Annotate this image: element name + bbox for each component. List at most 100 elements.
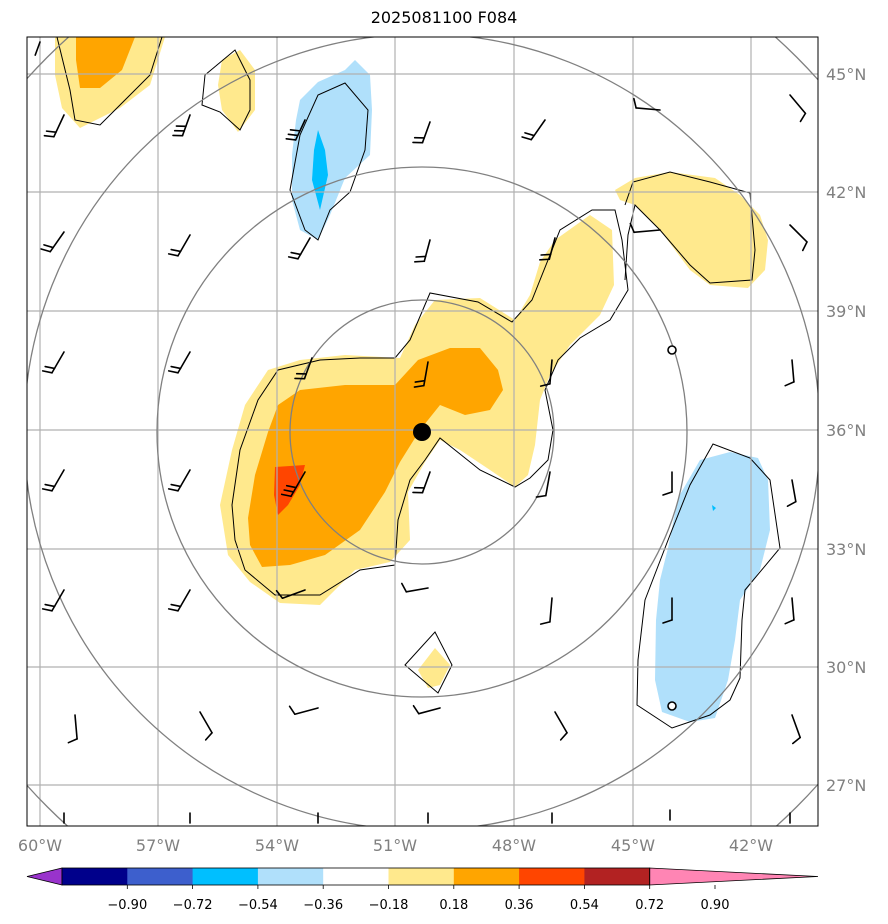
wind-barb <box>167 234 191 257</box>
positive-anomaly-area <box>418 648 450 688</box>
wind-barb <box>43 114 65 138</box>
latitude-label: 36°N <box>826 421 866 440</box>
latitude-label: 39°N <box>826 302 866 321</box>
wind-barb <box>294 357 313 380</box>
latitude-label: 42°N <box>826 183 866 202</box>
wind-barb <box>40 231 65 253</box>
contour-line <box>201 49 251 131</box>
colorbar-label: 0.90 <box>701 898 730 913</box>
wind-barb <box>791 714 802 745</box>
colorbar-swatch <box>127 868 194 885</box>
colorbar-label: 0.72 <box>635 898 664 913</box>
wind-barb <box>521 119 546 141</box>
colorbar-label: −0.36 <box>303 898 343 913</box>
wind-barb <box>41 469 65 492</box>
wind-barb <box>167 469 191 492</box>
colorbar-extend-min <box>26 867 63 886</box>
wind-barb <box>539 597 553 625</box>
graticule <box>27 37 818 826</box>
wind-barb <box>662 471 673 496</box>
wind-barb <box>288 705 319 716</box>
colorbar-swatch <box>453 868 520 885</box>
colorbar-extend-max <box>649 867 819 886</box>
wind-barb <box>784 597 795 625</box>
longitude-label: 42°W <box>729 836 773 855</box>
colorbar-label: −0.72 <box>173 898 213 913</box>
wind-barb <box>412 121 431 144</box>
wind-barb <box>275 589 306 600</box>
range-ring-2 <box>156 166 688 698</box>
wind-barb <box>539 237 556 261</box>
wind-barb <box>789 224 808 252</box>
colorbar-swatch <box>519 868 585 885</box>
longitude-label: 54°W <box>255 836 299 855</box>
latitude-label: 30°N <box>826 658 866 677</box>
positive-anomaly-area <box>218 50 255 132</box>
colorbar-swatch <box>584 868 651 885</box>
wind-barb <box>67 714 78 744</box>
wind-barb <box>280 471 306 498</box>
contour-line <box>636 443 781 729</box>
wind-barb <box>287 237 311 260</box>
colorbar-swatch <box>388 868 455 885</box>
wind-barb <box>554 711 568 741</box>
contour-line <box>404 631 453 694</box>
wind-barb <box>535 471 551 498</box>
wind-barb <box>199 711 213 741</box>
colorbar-swatch <box>323 868 389 885</box>
longitude-label: 57°W <box>136 836 180 855</box>
wind-barbs <box>34 41 808 824</box>
longitude-label: 48°W <box>492 836 536 855</box>
latitude-label: 45°N <box>826 65 866 84</box>
axis-labels: 60°W 57°W 54°W 51°W 48°W 45°W 42°W 45°N 42°N 39°N… <box>18 65 866 855</box>
calm-wind-marker <box>667 345 677 355</box>
range-ring-1 <box>289 299 555 565</box>
wind-barb <box>786 479 797 507</box>
wind-barb <box>789 94 807 123</box>
colorbar-label: −0.18 <box>369 898 409 913</box>
colorbar-frame <box>61 867 651 886</box>
wind-barb <box>172 114 191 137</box>
wind-barb <box>633 97 661 111</box>
contour-line <box>56 37 163 126</box>
calm-wind-marker <box>667 701 677 711</box>
storm-center-marker <box>413 423 431 441</box>
wind-barb <box>41 589 65 612</box>
negative-anomaly-core <box>712 505 716 511</box>
positive-anomaly-core <box>248 348 503 567</box>
longitude-label: 45°W <box>611 836 655 855</box>
colorbar-label: 0.54 <box>570 898 599 913</box>
colorbar-swatch <box>192 868 259 885</box>
positive-anomaly-peak <box>274 465 305 515</box>
wind-barb <box>662 597 673 624</box>
wind-barb <box>401 582 429 593</box>
positive-anomaly-area <box>615 172 768 288</box>
positive-anomaly-core <box>76 37 135 88</box>
colorbar-swatch <box>257 868 324 885</box>
colorbar-label: −0.90 <box>107 898 147 913</box>
colorbar-label: 0.18 <box>439 898 468 913</box>
colorbar-swatch <box>62 868 128 885</box>
map-frame <box>26 36 819 827</box>
wind-barb <box>285 119 306 141</box>
latitude-label: 27°N <box>826 776 866 795</box>
wind-barb <box>41 351 65 374</box>
wind-barb <box>412 471 431 494</box>
wind-barb <box>412 704 441 715</box>
contour-line <box>289 82 369 241</box>
contour-line <box>624 171 756 284</box>
latitude-label: 33°N <box>826 540 866 559</box>
wind-barb <box>413 361 429 388</box>
negative-anomaly-area <box>292 60 372 240</box>
colorbar: −0.90 −0.72 −0.54 −0.36 −0.18 0.18 0.36 0.54 0.7… <box>26 867 819 913</box>
wind-barb <box>784 359 795 387</box>
wind-barb <box>539 359 553 387</box>
negative-anomaly-area <box>655 452 770 722</box>
colorbar-label: −0.54 <box>238 898 278 913</box>
negative-anomaly-core <box>312 130 328 210</box>
wind-barb <box>629 222 661 234</box>
wind-barb <box>167 351 191 374</box>
longitude-label: 51°W <box>373 836 417 855</box>
